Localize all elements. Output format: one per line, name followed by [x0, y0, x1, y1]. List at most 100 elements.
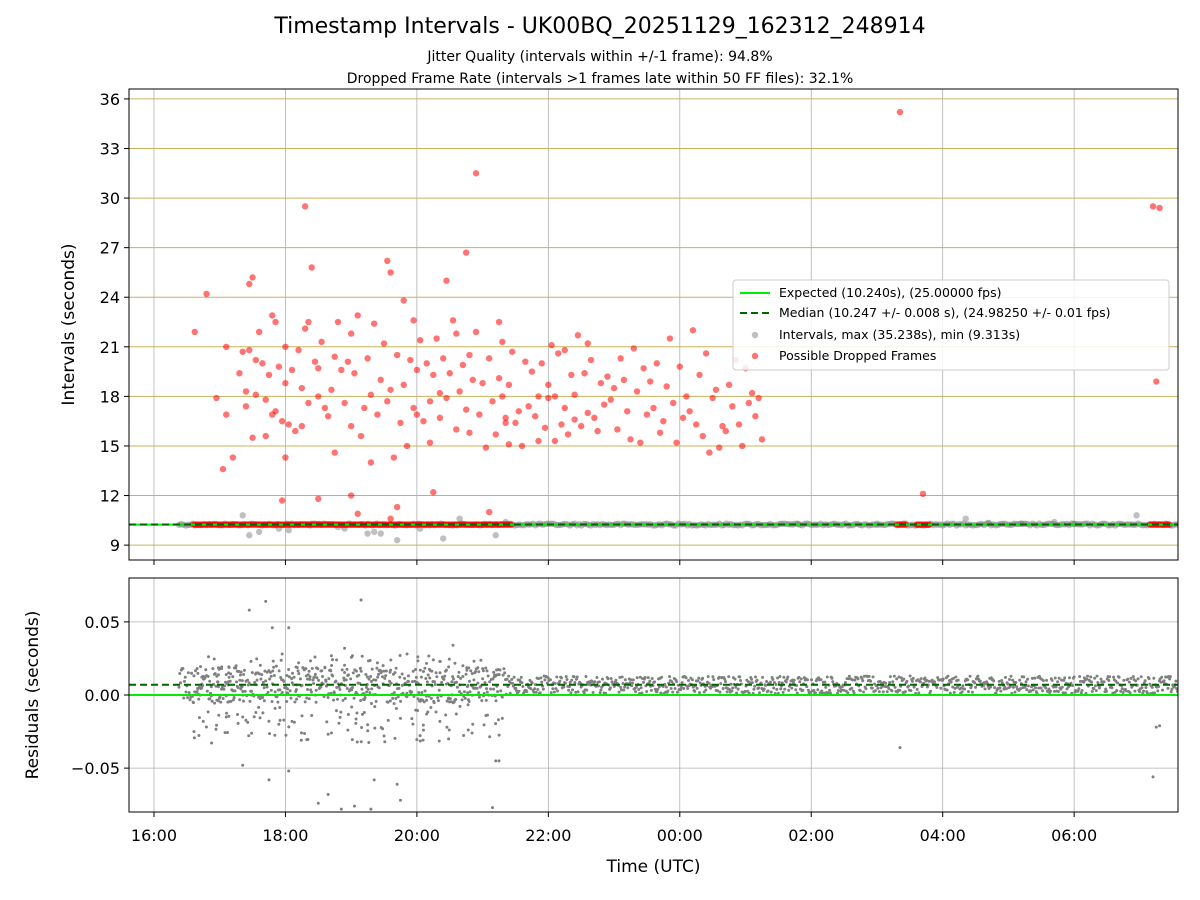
- top-ytick-label: 12: [100, 487, 120, 506]
- residual-point: [303, 700, 307, 704]
- top-ytick-label: 30: [100, 189, 120, 208]
- residual-point: [565, 677, 569, 681]
- residual-point: [910, 679, 914, 683]
- residual-point: [757, 686, 761, 690]
- residual-point: [398, 675, 402, 679]
- residual-point: [431, 658, 435, 662]
- residual-point: [442, 677, 446, 681]
- residual-point: [313, 672, 317, 676]
- residual-point: [308, 675, 312, 679]
- residual-point: [379, 725, 383, 729]
- residual-point: [801, 688, 805, 692]
- dropped-frame-point: [643, 411, 651, 418]
- residual-point: [911, 676, 915, 680]
- residual-point: [481, 677, 485, 681]
- residual-point: [374, 699, 378, 703]
- residual-point: [314, 700, 318, 704]
- residual-point: [459, 676, 463, 680]
- residual-point: [225, 711, 229, 715]
- residual-point: [836, 688, 840, 692]
- residual-point: [978, 679, 982, 683]
- residual-point: [368, 659, 372, 663]
- dropped-frame-point: [647, 378, 654, 385]
- residual-point: [707, 681, 711, 685]
- residual-point: [392, 702, 396, 706]
- residual-point: [380, 670, 384, 674]
- residual-point: [830, 676, 834, 680]
- residual-point: [948, 691, 952, 695]
- residual-point: [691, 685, 695, 689]
- residual-point: [435, 675, 439, 679]
- dropped-frame-point: [607, 396, 614, 403]
- residual-point: [1129, 676, 1133, 680]
- dropped-frame-point: [285, 421, 292, 428]
- dropped-frame-point: [278, 417, 286, 425]
- residual-point: [247, 608, 251, 612]
- residual-point: [359, 598, 363, 602]
- residual-point: [1166, 686, 1170, 690]
- dropped-frame-point: [676, 363, 683, 370]
- residual-point: [1159, 680, 1163, 684]
- residual-point: [1112, 675, 1116, 679]
- residual-point: [1000, 679, 1004, 683]
- residual-point: [384, 669, 388, 673]
- residual-point: [634, 690, 638, 694]
- dropped-frame-point: [301, 203, 309, 210]
- residual-point: [335, 697, 339, 701]
- residual-point: [366, 687, 370, 691]
- residual-point: [655, 690, 659, 694]
- residual-point: [470, 731, 474, 735]
- residual-point: [771, 677, 775, 681]
- residual-point: [466, 683, 470, 687]
- residual-point: [571, 688, 575, 692]
- residual-point: [278, 718, 282, 722]
- residual-point: [250, 689, 254, 693]
- residual-point: [433, 682, 437, 686]
- dropped-frame-point: [282, 379, 289, 387]
- residual-point: [929, 689, 933, 693]
- residual-point: [735, 691, 739, 695]
- residual-point: [451, 677, 455, 681]
- dropped-frame-point: [719, 422, 726, 430]
- residual-point: [365, 675, 369, 679]
- dropped-frame-point: [301, 325, 309, 332]
- residual-point: [637, 688, 641, 692]
- residual-point: [269, 688, 273, 692]
- dropped-frame-point: [430, 489, 437, 496]
- dropped-frame-point: [610, 384, 618, 392]
- residual-point: [757, 691, 761, 695]
- residual-point: [477, 691, 481, 695]
- residual-point: [337, 721, 341, 725]
- residual-point: [1174, 679, 1178, 683]
- dropped-frame-point: [508, 348, 516, 355]
- residual-point: [342, 678, 346, 682]
- dropped-frame-point: [321, 404, 329, 412]
- dropped-frame-point: [633, 388, 641, 395]
- residual-point: [208, 679, 212, 683]
- residual-point: [907, 684, 911, 688]
- residual-point: [285, 699, 289, 703]
- interval-point: [1133, 512, 1140, 519]
- residual-point: [418, 699, 422, 703]
- residual-point: [551, 687, 555, 691]
- residual-point: [411, 722, 415, 726]
- residual-point: [265, 685, 269, 689]
- residual-point: [1024, 680, 1028, 684]
- residual-point: [775, 687, 779, 691]
- residual-point: [449, 700, 453, 704]
- residual-point: [432, 680, 436, 684]
- residual-point: [227, 675, 231, 679]
- residual-point: [221, 696, 225, 700]
- residual-point: [242, 668, 246, 672]
- interval-point: [439, 535, 447, 542]
- residual-point: [474, 669, 478, 673]
- dropped-frame-point: [387, 269, 394, 276]
- residual-point: [989, 685, 993, 689]
- residual-point: [970, 690, 974, 694]
- residual-point: [1156, 689, 1160, 693]
- interval-point: [962, 515, 969, 522]
- residual-point: [747, 691, 751, 695]
- dropped-frame-point: [495, 318, 503, 326]
- residual-point: [492, 687, 496, 691]
- residual-point: [1054, 685, 1058, 689]
